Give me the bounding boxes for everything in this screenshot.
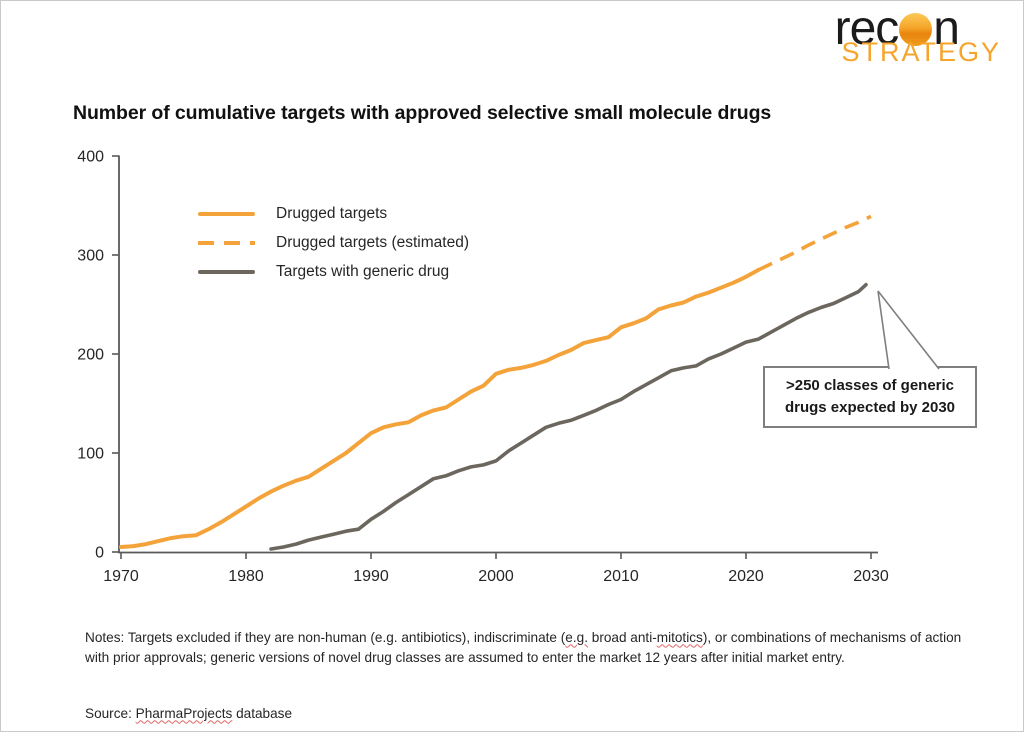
legend-label: Drugged targets (estimated): [276, 233, 469, 251]
legend-item-targets-with-generic-drug: Targets with generic drug: [198, 257, 469, 286]
annotation-line-1: >250 classes of generic: [785, 377, 955, 395]
source-text: Source: PharmaProjects database: [85, 706, 292, 721]
annotation-pointer: [878, 291, 939, 370]
x-tick-label: 1990: [353, 568, 389, 585]
logo-text-suffix: n: [933, 2, 960, 55]
y-tick-label: 400: [77, 149, 104, 166]
x-tick-label: 2010: [603, 568, 639, 585]
chart-legend: Drugged targets Drugged targets (estimat…: [198, 199, 469, 286]
annotation-pointer-right-edge: [877, 290, 940, 370]
annotation-callout-box: >250 classes of generic drugs expected b…: [763, 366, 977, 428]
x-axis: 1970 1980 1990 2000 2010 2020 2030: [103, 552, 889, 585]
legend-line-solid-orange-icon: [198, 211, 255, 216]
y-tick-label: 100: [77, 446, 104, 463]
x-tick-label: 2020: [728, 568, 764, 585]
legend-line-dashed-orange-icon: [198, 240, 255, 245]
y-tick-label: 0: [95, 545, 104, 562]
legend-item-drugged-targets-estimated: Drugged targets (estimated): [198, 228, 469, 257]
legend-item-drugged-targets: Drugged targets: [198, 199, 469, 228]
text-segment: PharmaProjects: [135, 705, 233, 721]
text-segment: e.g.: [565, 629, 588, 645]
annotation-line-2: drugs expected by 2030: [784, 399, 956, 416]
x-tick-label: 1970: [103, 568, 139, 585]
y-axis: 0 100 200 300 400: [77, 149, 119, 562]
annotation-pointer-left-edge: [877, 290, 890, 370]
text-segment: mitotics: [656, 629, 703, 645]
y-tick-label: 300: [77, 248, 104, 265]
series-drugged-targets-estimated: [757, 214, 872, 272]
x-tick-label: 2030: [853, 568, 889, 585]
text-segment: Source:: [85, 705, 136, 721]
notes-text: Notes: Targets excluded if they are non-…: [85, 628, 978, 669]
x-tick-label: 1980: [228, 568, 264, 585]
logo-text-prefix: rec: [834, 2, 900, 55]
logo-orange-circle-icon: [899, 13, 933, 46]
recon-logo-wordmark: rec n: [834, 2, 960, 56]
text-segment: ), or combinations of mechanisms of acti…: [85, 629, 962, 666]
recon-logo-strategy: STRATEGY: [841, 37, 1001, 67]
legend-label: Drugged targets: [276, 204, 388, 222]
text-segment: database: [232, 705, 293, 721]
y-tick-label: 200: [77, 347, 104, 364]
series-drugged-targets: [119, 267, 761, 549]
text-segment: Notes: Targets excluded if they are non-…: [85, 629, 566, 645]
legend-label: Targets with generic drug: [276, 262, 450, 280]
text-segment: broad anti-: [587, 629, 657, 645]
chart-title: Number of cumulative targets with approv…: [73, 102, 772, 124]
legend-line-solid-gray-icon: [198, 269, 255, 274]
x-tick-label: 2000: [478, 568, 514, 585]
